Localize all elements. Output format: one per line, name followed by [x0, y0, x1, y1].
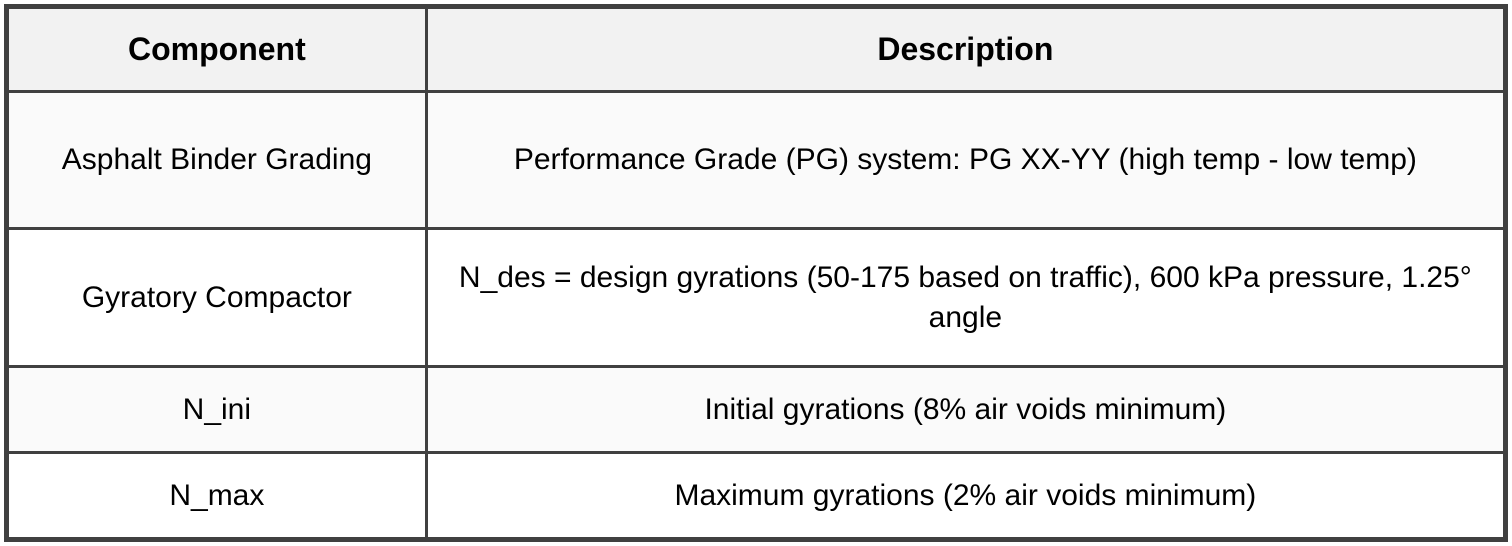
table-row: Gyratory Compactor N_des = design gyrati… — [5, 227, 1508, 368]
cell-description: N_des = design gyrations (50-175 based o… — [424, 227, 1508, 368]
cell-component: N_max — [5, 451, 428, 541]
table-row: Asphalt Binder Grading Performance Grade… — [5, 89, 1508, 231]
column-header-description: Description — [424, 5, 1508, 93]
cell-description: Maximum gyrations (2% air voids minimum) — [424, 451, 1508, 541]
cell-description: Initial gyrations (8% air voids minimum) — [424, 364, 1508, 455]
table-row: N_ini Initial gyrations (8% air voids mi… — [5, 364, 1508, 455]
table-row: N_max Maximum gyrations (2% air voids mi… — [5, 451, 1508, 541]
column-header-component: Component — [5, 5, 428, 93]
cell-component: Asphalt Binder Grading — [5, 89, 428, 231]
superpave-components-table: Component Description Asphalt Binder Gra… — [4, 4, 1508, 542]
table-header-row: Component Description — [5, 5, 1508, 93]
cell-component: N_ini — [5, 364, 428, 455]
cell-description: Performance Grade (PG) system: PG XX-YY … — [424, 89, 1508, 231]
cell-component: Gyratory Compactor — [5, 227, 428, 368]
table-body: Asphalt Binder Grading Performance Grade… — [5, 89, 1508, 541]
table-header: Component Description — [5, 5, 1508, 93]
